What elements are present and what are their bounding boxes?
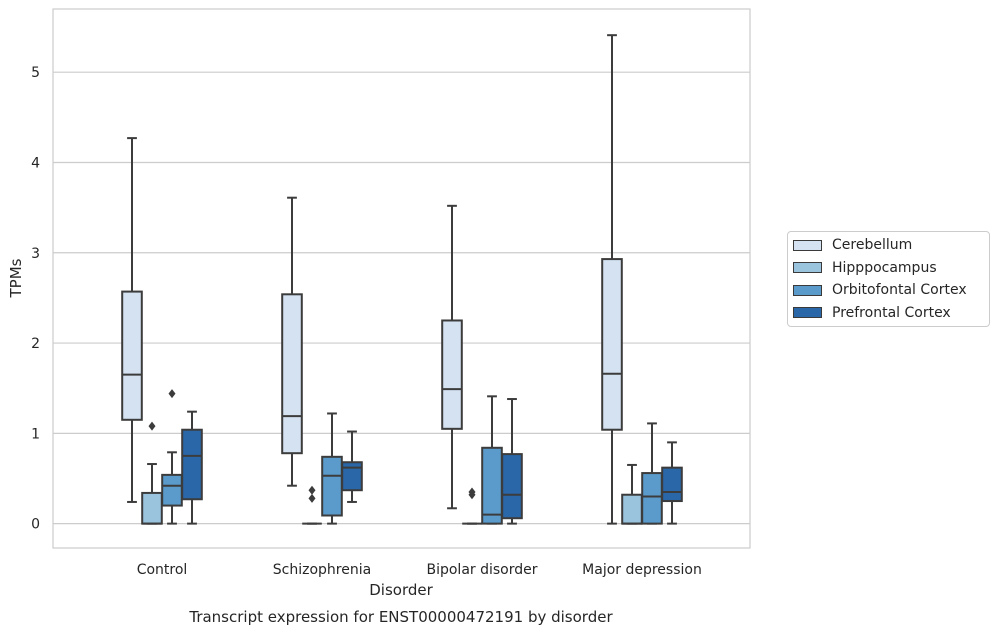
box-1-2 (321, 412, 343, 525)
box-iqr (181, 428, 203, 501)
box-0-1 (141, 421, 163, 525)
legend-swatch (793, 239, 822, 251)
box-1-3 (341, 430, 363, 503)
y-tick-labels: 0 1 2 3 4 5 (31, 65, 40, 532)
legend-swatch (793, 284, 822, 296)
box-2-3 (501, 398, 523, 525)
legend-swatch (793, 262, 822, 273)
legend-entry: Orbitofontal Cortex (793, 280, 967, 300)
legend-label: Cerebellum (832, 237, 913, 253)
box-iqr (661, 466, 683, 503)
box-3-2 (641, 422, 663, 525)
legend-entry: Cerebellum (793, 235, 912, 255)
box-3-0 (601, 34, 623, 525)
box-iqr (441, 319, 463, 430)
box-2-0 (441, 204, 463, 510)
y-tick-label: 2 (31, 336, 40, 352)
y-tick-label: 1 (31, 426, 40, 442)
chart-title: Transcript expression for ENST0000047219… (188, 608, 613, 626)
x-tick-label: Bipolar disorder (426, 562, 537, 578)
box-iqr (641, 472, 663, 525)
outlier-point (168, 389, 176, 399)
legend-swatch (793, 307, 822, 318)
box-0-0 (121, 137, 143, 503)
y-tick-label: 4 (31, 155, 40, 171)
legend-entry: Prefrontal Cortex (793, 303, 951, 323)
legend-label: Prefrontal Cortex (832, 304, 951, 321)
y-tick-label: 3 (31, 246, 40, 262)
box-3-1 (621, 463, 643, 525)
outlier-point (468, 490, 476, 500)
box-iqr (621, 493, 643, 525)
legend-entry: Hipppocampus (793, 258, 937, 278)
outlier-point (308, 493, 316, 503)
box-iqr (121, 290, 143, 421)
box-iqr (141, 491, 163, 525)
box-0-3 (181, 410, 203, 525)
x-tick-label: Control (137, 562, 188, 578)
box-3-3 (661, 441, 683, 525)
box-1-0 (281, 196, 303, 487)
y-axis-label: TPMs (7, 258, 25, 298)
x-tick-label: Major depression (582, 562, 702, 578)
y-tick-label: 0 (31, 517, 40, 533)
box-iqr (601, 258, 623, 431)
legend: Cerebellum Hipppocampus Orbitofontal Corte… (787, 231, 990, 327)
outlier-point (148, 421, 156, 431)
legend-label: Orbitofontal Cortex (832, 282, 967, 298)
x-axis-label: Disorder (369, 581, 433, 599)
x-tick-labels: Control Schizophrenia Bipolar disorder Majo… (137, 562, 702, 578)
legend-label: Hipppocampus (832, 259, 937, 276)
x-tick-label: Schizophrenia (273, 562, 371, 578)
box-1-1 (302, 485, 322, 525)
box-0-2 (161, 389, 183, 525)
y-tick-label: 5 (31, 65, 40, 81)
box-iqr (281, 293, 303, 455)
boxes (121, 34, 683, 525)
box-2-1 (462, 487, 482, 525)
box-iqr (161, 473, 183, 507)
box-iqr (341, 461, 363, 492)
plot-area-frame (52, 8, 751, 549)
box-iqr (481, 446, 503, 525)
box-iqr (321, 455, 343, 517)
outlier-point (308, 485, 316, 495)
box-iqr (501, 453, 523, 520)
